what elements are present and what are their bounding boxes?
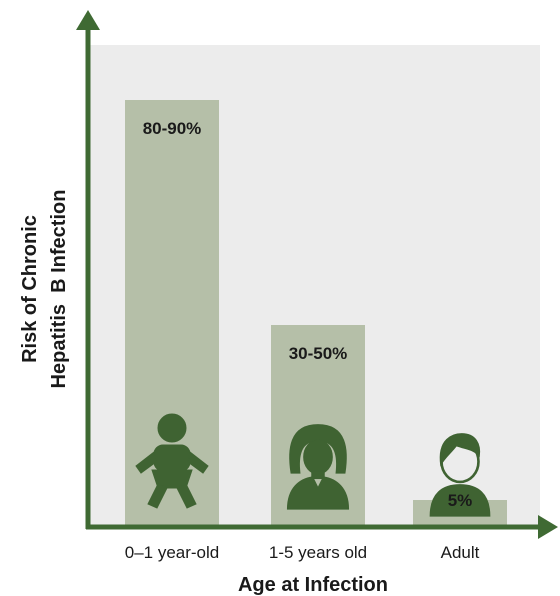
x-tick-label-3: Adult <box>441 543 480 562</box>
bar-value-label-1: 80-90% <box>143 119 202 138</box>
bar-value-label-3: 5% <box>448 491 473 510</box>
child-icon <box>286 424 350 510</box>
y-axis-title-line-2: Hepatitis B Infection <box>48 190 70 389</box>
x-tick-label-2: 1-5 years old <box>269 543 367 562</box>
y-axis-arrow <box>76 10 100 30</box>
x-tick-label-1: 0–1 year-old <box>125 543 220 562</box>
y-axis-title-line-1: Risk of Chronic <box>19 215 41 363</box>
bar-value-label-2: 30-50% <box>289 344 348 363</box>
x-axis-title: Age at Infection <box>238 574 388 596</box>
bars-group <box>125 100 507 525</box>
y-axis-title: Risk of Chronic Hepatitis B Infection <box>19 190 70 389</box>
x-axis-arrow <box>538 515 558 539</box>
bar-labels-group: 80-90% 30-50% 5% <box>143 119 473 510</box>
tick-labels-group: 0–1 year-old 1-5 years old Adult <box>125 543 480 562</box>
